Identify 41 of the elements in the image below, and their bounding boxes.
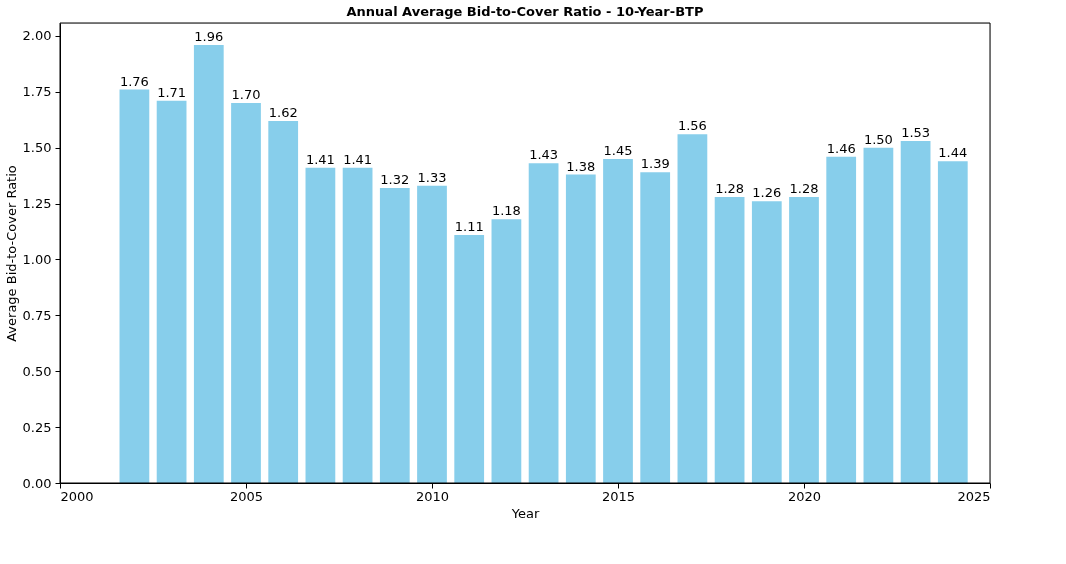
x-tick-label: 2020: [787, 488, 822, 504]
data-label: 1.38: [566, 158, 596, 174]
x-tick-label: 2015: [601, 488, 636, 504]
y-tick-label: 0.25: [22, 419, 52, 435]
data-label: 1.56: [677, 118, 707, 134]
y-tick-label: 1.50: [22, 140, 52, 156]
x-tick-label: 2005: [229, 488, 264, 504]
x-tick-label: 2010: [415, 488, 450, 504]
y-axis-title: Average Bid-to-Cover Ratio: [3, 165, 19, 342]
data-label: 1.53: [901, 125, 931, 141]
data-label: 1.62: [268, 104, 298, 120]
data-label: 1.39: [640, 156, 670, 172]
data-label: 1.41: [343, 151, 373, 167]
x-axis-title: Year: [510, 505, 540, 521]
y-tick-label: 1.75: [22, 84, 52, 100]
chart-title: Annual Average Bid-to-Cover Ratio - 10-Year-BTP: [346, 3, 704, 19]
data-label: 1.28: [715, 180, 745, 196]
data-label: 1.28: [789, 180, 819, 196]
data-label: 1.71: [157, 84, 187, 100]
y-tick-label: 2.00: [22, 28, 52, 44]
y-tick-label: 1.25: [22, 196, 52, 212]
data-label: 1.50: [863, 131, 893, 147]
data-label: 1.33: [417, 169, 447, 185]
data-label: 1.45: [603, 142, 633, 158]
data-label: 1.76: [119, 73, 149, 89]
y-tick-label: 0.00: [22, 475, 52, 491]
data-label: 1.18: [491, 203, 521, 219]
data-label: 1.26: [752, 185, 782, 201]
x-tick-label: 2025: [957, 488, 991, 504]
y-tick-label: 0.50: [22, 363, 52, 379]
data-label: 1.32: [380, 171, 410, 187]
data-label: 1.46: [826, 140, 856, 156]
y-tick-label: 0.75: [22, 307, 52, 323]
data-label: 1.11: [454, 218, 484, 234]
data-label: 1.43: [529, 147, 559, 163]
data-label: 1.70: [231, 87, 261, 103]
data-label: 1.96: [194, 28, 224, 44]
y-tick-label: 1.00: [22, 251, 52, 267]
data-label: 1.41: [305, 151, 335, 167]
data-label: 1.44: [938, 145, 968, 161]
x-tick-label: 2000: [60, 488, 94, 504]
